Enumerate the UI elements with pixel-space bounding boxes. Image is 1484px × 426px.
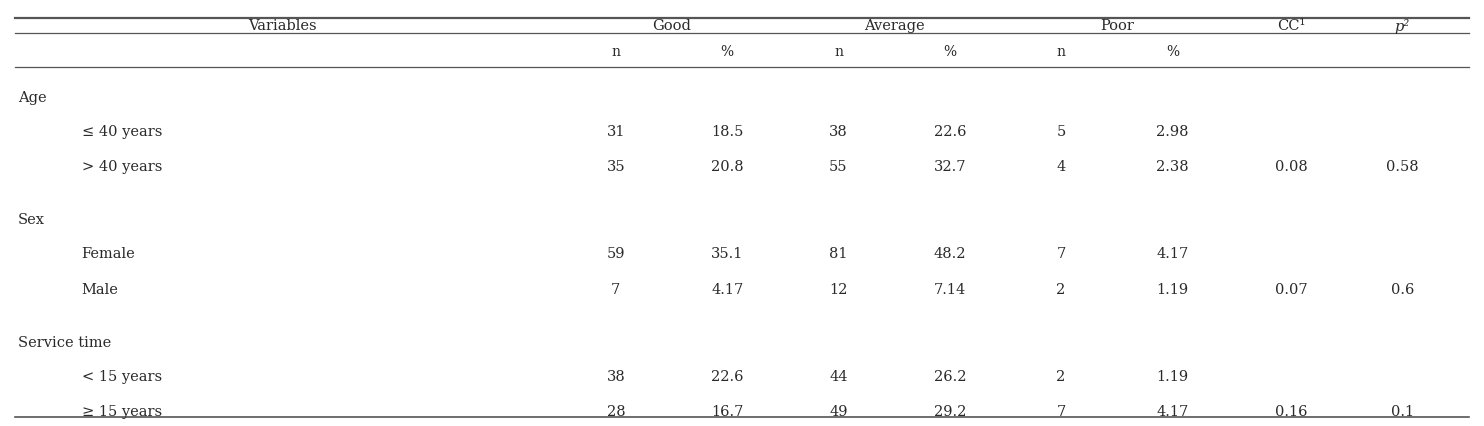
Text: p²: p² bbox=[1395, 19, 1410, 34]
Text: 49: 49 bbox=[830, 404, 847, 418]
Text: n: n bbox=[834, 45, 843, 59]
Text: 38: 38 bbox=[830, 125, 847, 138]
Text: Average: Average bbox=[864, 20, 925, 33]
Text: 44: 44 bbox=[830, 369, 847, 383]
Text: 59: 59 bbox=[607, 247, 625, 261]
Text: %: % bbox=[721, 45, 733, 59]
Text: > 40 years: > 40 years bbox=[82, 160, 162, 173]
Text: < 15 years: < 15 years bbox=[82, 369, 162, 383]
Text: Sex: Sex bbox=[18, 213, 45, 227]
Text: 7: 7 bbox=[611, 282, 620, 296]
Text: ≥ 15 years: ≥ 15 years bbox=[82, 404, 162, 418]
Text: 7: 7 bbox=[1057, 247, 1066, 261]
Text: 18.5: 18.5 bbox=[711, 125, 743, 138]
Text: 32.7: 32.7 bbox=[933, 160, 966, 173]
Text: 2: 2 bbox=[1057, 282, 1066, 296]
Text: 2.98: 2.98 bbox=[1156, 125, 1189, 138]
Text: 26.2: 26.2 bbox=[933, 369, 966, 383]
Text: Female: Female bbox=[82, 247, 135, 261]
Text: %: % bbox=[944, 45, 956, 59]
Text: 22.6: 22.6 bbox=[711, 369, 743, 383]
Text: Male: Male bbox=[82, 282, 119, 296]
Text: ≤ 40 years: ≤ 40 years bbox=[82, 125, 162, 138]
Text: 4.17: 4.17 bbox=[1156, 247, 1189, 261]
Text: Service time: Service time bbox=[18, 335, 111, 349]
Text: 55: 55 bbox=[830, 160, 847, 173]
Text: n: n bbox=[1057, 45, 1066, 59]
Text: 0.16: 0.16 bbox=[1275, 404, 1307, 418]
Text: Variables: Variables bbox=[248, 20, 316, 33]
Text: 12: 12 bbox=[830, 282, 847, 296]
Text: Poor: Poor bbox=[1100, 20, 1134, 33]
Text: Age: Age bbox=[18, 91, 46, 104]
Text: 35: 35 bbox=[607, 160, 625, 173]
Text: 4.17: 4.17 bbox=[1156, 404, 1189, 418]
Text: 1.19: 1.19 bbox=[1156, 369, 1189, 383]
Text: 31: 31 bbox=[607, 125, 625, 138]
Text: Good: Good bbox=[651, 20, 692, 33]
Text: 28: 28 bbox=[607, 404, 625, 418]
Text: 0.1: 0.1 bbox=[1391, 404, 1414, 418]
Text: CC¹: CC¹ bbox=[1276, 20, 1306, 33]
Text: 29.2: 29.2 bbox=[933, 404, 966, 418]
Text: 35.1: 35.1 bbox=[711, 247, 743, 261]
Text: 0.58: 0.58 bbox=[1386, 160, 1419, 173]
Text: 81: 81 bbox=[830, 247, 847, 261]
Text: 48.2: 48.2 bbox=[933, 247, 966, 261]
Text: 7.14: 7.14 bbox=[933, 282, 966, 296]
Text: 0.6: 0.6 bbox=[1391, 282, 1414, 296]
Text: 16.7: 16.7 bbox=[711, 404, 743, 418]
Text: 20.8: 20.8 bbox=[711, 160, 743, 173]
Text: 22.6: 22.6 bbox=[933, 125, 966, 138]
Text: 5: 5 bbox=[1057, 125, 1066, 138]
Text: 38: 38 bbox=[607, 369, 625, 383]
Text: 7: 7 bbox=[1057, 404, 1066, 418]
Text: 0.08: 0.08 bbox=[1275, 160, 1307, 173]
Text: 0.07: 0.07 bbox=[1275, 282, 1307, 296]
Text: 2: 2 bbox=[1057, 369, 1066, 383]
Text: 2.38: 2.38 bbox=[1156, 160, 1189, 173]
Text: 4.17: 4.17 bbox=[711, 282, 743, 296]
Text: n: n bbox=[611, 45, 620, 59]
Text: 4: 4 bbox=[1057, 160, 1066, 173]
Text: 1.19: 1.19 bbox=[1156, 282, 1189, 296]
Text: %: % bbox=[1166, 45, 1178, 59]
